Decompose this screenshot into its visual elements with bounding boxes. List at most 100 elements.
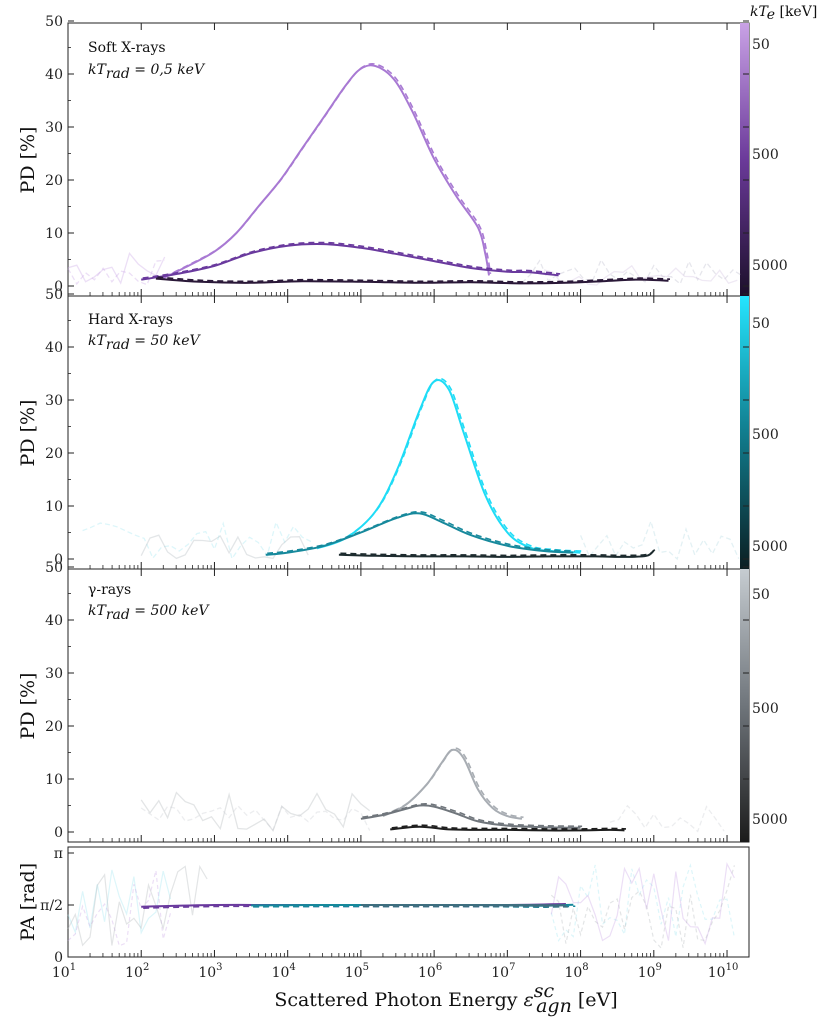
colorbar-hard xyxy=(740,296,749,569)
colorbar-soft-tick-500: 500 xyxy=(752,147,779,163)
panel-hard-series-solid xyxy=(316,379,581,554)
panel-hard-series-dashed xyxy=(318,377,583,552)
panel-soft-ytick-label: 10 xyxy=(45,226,63,242)
x-tick-label: 105 xyxy=(345,962,369,981)
colorbar-hard-tick-50: 50 xyxy=(752,316,770,332)
panel-gamma-title: γ-rays xyxy=(88,582,131,598)
x-tick-label: 102 xyxy=(125,962,149,981)
colorbar-gamma-tick-5000: 5000 xyxy=(752,812,788,828)
colorbar-soft xyxy=(740,23,749,296)
panel-soft-ytick-label: 0 xyxy=(54,279,63,295)
colorbar-hard-tick-5000: 5000 xyxy=(752,539,788,555)
panel-hard-series-dashed xyxy=(340,548,656,557)
x-axis-label-sup: sc xyxy=(534,980,555,1002)
panel-hard-ytick-label: 50 xyxy=(45,287,63,303)
panel-hard-series-solid xyxy=(265,512,574,556)
panel-soft-ytick-label: 20 xyxy=(45,173,63,189)
panel-soft-noise-curve xyxy=(67,259,165,286)
colorbar-gamma-tick-500: 500 xyxy=(752,701,779,717)
panel-hard-series-solid xyxy=(338,549,655,558)
x-tick-label: 109 xyxy=(638,962,662,981)
background-noise-layer xyxy=(67,252,743,950)
panel-pa-ytick-label: 0 xyxy=(54,950,63,966)
x-axis-label-unit: [eV] xyxy=(572,989,618,1011)
panel-hard-subtitle: kTrad = 50 keV xyxy=(88,333,202,353)
panel-soft-noise-curve xyxy=(67,252,166,285)
panel-soft-series-solid xyxy=(141,243,559,281)
panel-soft-series-dashed xyxy=(157,276,671,283)
panel-hard-noise-curve xyxy=(82,520,312,561)
panel-pa-ytick-label: π xyxy=(54,846,63,862)
panel-soft-ytick-label: 30 xyxy=(45,120,63,136)
panel-gamma-series-dashed xyxy=(384,747,524,819)
panel-hard-subtitle-sub: rad xyxy=(106,337,130,353)
panel-soft-series-dashed xyxy=(142,241,561,279)
panel-soft-subtitle-kt: kT xyxy=(88,62,107,78)
panel-soft-series-solid xyxy=(162,64,490,279)
panel-soft-ytick-label: 50 xyxy=(45,14,63,30)
panel-hard-noise-curve xyxy=(140,534,309,560)
panel-gamma-subtitle-rest: = 500 keV xyxy=(130,603,211,619)
x-tick-label: 101 xyxy=(52,962,76,981)
panel-soft-series-dashed xyxy=(164,63,492,278)
panel-hard-ytick-label: 10 xyxy=(45,499,63,515)
panel-gamma-subtitle-sub: rad xyxy=(106,607,130,623)
x-axis-label-text: Scattered Photon Energy xyxy=(274,989,517,1011)
panel-gamma-noise-curve xyxy=(140,804,371,832)
panel-soft-ylabel: PD [%] xyxy=(17,127,39,194)
panel-pa-ylabel: PA [rad] xyxy=(17,863,39,941)
x-axis-label-sub: agn xyxy=(536,995,572,1017)
panel-gamma-ytick-label: 50 xyxy=(45,560,63,576)
x-axis-label-epsilon: ε xyxy=(523,989,533,1011)
panel-gamma-subtitle: kTrad = 500 keV xyxy=(88,603,210,623)
panel-gamma-series-dashed xyxy=(391,824,627,830)
panel-hard-ytick-label: 40 xyxy=(45,340,63,356)
x-tick-label: 1010 xyxy=(708,962,739,981)
panel-soft-ytick-label: 40 xyxy=(45,67,63,83)
panel-gamma-ytick-label: 30 xyxy=(45,666,63,682)
colorbar-label-kt: kT xyxy=(750,4,769,20)
colorbar-gamma xyxy=(740,569,749,842)
panel-pa-noise-curve xyxy=(67,864,208,947)
colorbar-hard-tick-500: 500 xyxy=(752,427,779,443)
panel-pa-ytick-label: π/2 xyxy=(40,898,63,914)
panel-hard-noise-curve xyxy=(580,519,740,561)
panel-soft-title: Soft X-rays xyxy=(88,40,166,56)
x-tick-label: 103 xyxy=(198,962,222,981)
panel-hard-series-dashed xyxy=(267,510,575,555)
x-axis-label: Scattered Photon Energy εsc agn [eV] xyxy=(274,980,617,1017)
panel-pa-noise-curve xyxy=(67,870,172,947)
x-tick-label: 107 xyxy=(491,962,515,981)
panel-hard-ytick-label: 0 xyxy=(54,552,63,568)
panel-pa-noise-curve xyxy=(550,865,735,950)
panel-gamma-series-solid xyxy=(360,804,581,829)
panel-hard-title: Hard X-rays xyxy=(88,312,173,328)
colorbar-soft-tick-50: 50 xyxy=(752,37,770,53)
panel-soft-subtitle-sub: rad xyxy=(106,66,130,82)
x-tick-label: 108 xyxy=(564,962,588,981)
panel-hard-subtitle-rest: = 50 keV xyxy=(130,333,202,349)
series-layer xyxy=(141,63,671,909)
axis-ticks-layer: 0102030405001020304050010203040500π/2π10… xyxy=(40,14,749,981)
panel-hard-ytick-label: 30 xyxy=(45,393,63,409)
panel-soft-noise-curve xyxy=(521,258,743,285)
panel-pa-frame xyxy=(67,846,750,958)
panel-gamma-series-dashed xyxy=(362,803,583,828)
panel-gamma-ytick-label: 40 xyxy=(45,613,63,629)
panel-gamma-ytick-label: 0 xyxy=(54,825,63,841)
x-tick-label: 106 xyxy=(418,962,442,981)
colorbar-label: kTe [keV] xyxy=(750,4,817,23)
panel-gamma-noise-curve xyxy=(140,791,371,833)
panel-pa-noise-curve xyxy=(550,863,735,943)
panel-pa-series-dashed xyxy=(143,904,568,909)
panel-pa-noise-curve xyxy=(550,861,735,946)
colorbar-label-sub: e xyxy=(767,7,775,23)
panel-gamma-series-solid xyxy=(390,825,625,832)
panel-hard-ylabel: PD [%] xyxy=(17,400,39,467)
panel-pa-noise-curve xyxy=(67,869,172,935)
panel-gamma-ytick-label: 20 xyxy=(45,719,63,735)
panel-gamma-subtitle-kt: kT xyxy=(88,603,107,619)
panel-soft-subtitle: kTrad = 0,5 keV xyxy=(88,62,206,82)
panel-gamma-series-solid xyxy=(382,748,523,820)
panel-gamma-noise-curve xyxy=(609,804,725,833)
